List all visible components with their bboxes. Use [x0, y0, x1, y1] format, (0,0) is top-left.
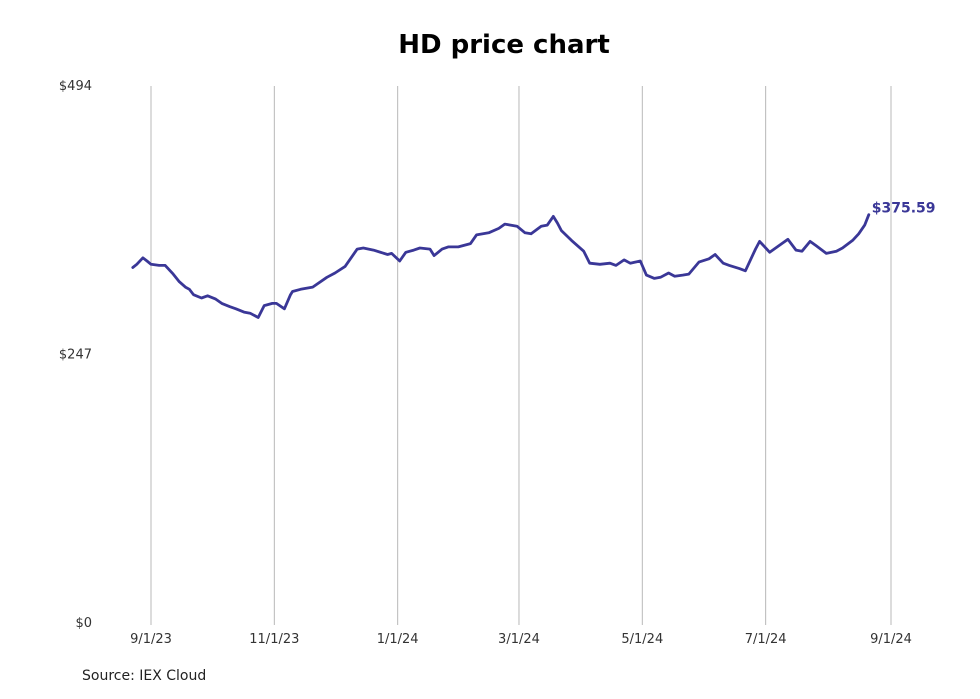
y-tick-label: $0 [75, 616, 92, 631]
x-tick-label: 1/1/24 [377, 632, 419, 647]
chart-title: HD price chart [398, 30, 610, 60]
x-axis-ticks: 9/1/23 11/1/23 1/1/24 3/1/24 5/1/24 7/1/24 9/1… [130, 632, 912, 647]
series-layer [131, 213, 871, 319]
x-tick-label: 11/1/23 [249, 632, 299, 647]
last-value-layer: $375.59 [872, 201, 936, 217]
source-note: Source: IEX Cloud [82, 668, 207, 684]
last-value-label: $375.59 [872, 201, 936, 217]
price-line [131, 213, 871, 319]
x-tick-label: 7/1/24 [745, 632, 787, 647]
y-axis-ticks: $494 $247 $0 [59, 79, 92, 631]
y-tick-label: $247 [59, 348, 92, 363]
grid-layer [150, 86, 892, 625]
x-tick-label: 3/1/24 [498, 632, 540, 647]
x-tick-label: 5/1/24 [621, 632, 663, 647]
x-tick-label: 9/1/24 [870, 632, 912, 647]
y-tick-label: $494 [59, 79, 92, 94]
x-tick-label: 9/1/23 [130, 632, 172, 647]
